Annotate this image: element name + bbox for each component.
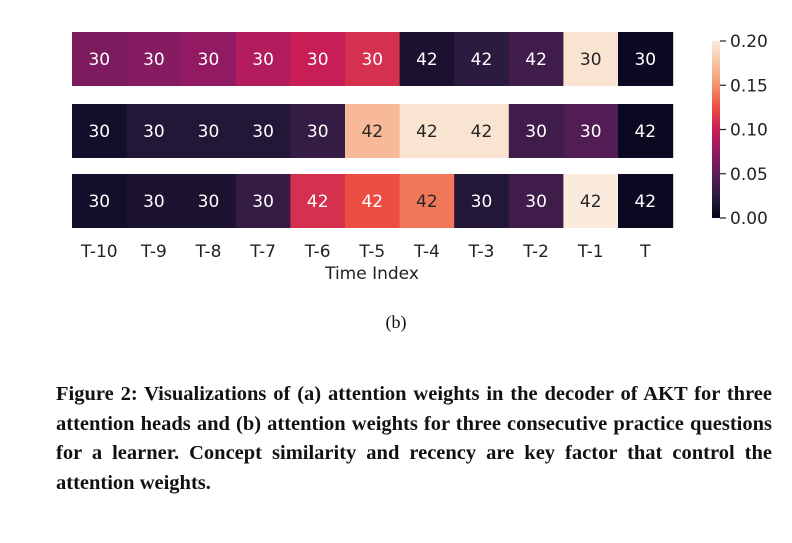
heatmap-cell [399, 104, 455, 158]
cell-annotation: 30 [252, 122, 274, 142]
cell-annotation: 30 [580, 122, 602, 142]
heatmap-cell [126, 104, 182, 158]
cell-annotation: 30 [143, 192, 165, 212]
heatmap-cell [508, 174, 564, 228]
x-tick-label: T [639, 242, 651, 262]
x-tick-label: T-2 [522, 242, 549, 262]
heatmap-row-1: 30 30 30 30 30 30 42 42 42 30 30 [72, 32, 674, 86]
heatmap-cell [508, 32, 564, 86]
heatmap-cell [126, 174, 182, 228]
x-tick-label: T-8 [195, 242, 222, 262]
cell-annotation: 30 [198, 50, 220, 70]
colorbar-gradient [712, 41, 720, 218]
heatmap-cell [290, 174, 346, 228]
x-tick-label: T-9 [140, 242, 167, 262]
figure-caption: Figure 2: Visualizations of (a) attentio… [56, 383, 772, 494]
heatmap-row-3: 30 30 30 30 42 42 42 30 30 42 42 [72, 174, 674, 228]
cell-annotation: 42 [416, 192, 438, 212]
heatmap-cell [618, 32, 674, 86]
heatmap-cell [235, 174, 291, 228]
heatmap-cell [563, 174, 619, 228]
cell-annotation: 42 [471, 50, 493, 70]
heatmap-cell [126, 32, 182, 86]
cell-annotation: 30 [471, 192, 493, 212]
heatmap-cell [454, 104, 510, 158]
cell-annotation: 30 [634, 50, 656, 70]
cell-annotation: 30 [307, 122, 329, 142]
heatmap-cell [290, 104, 346, 158]
cell-annotation: 30 [525, 122, 547, 142]
cell-annotation: 30 [252, 50, 274, 70]
cell-annotation: 42 [471, 122, 493, 142]
x-tick-label: T-3 [468, 242, 495, 262]
heatmap-cell [563, 32, 619, 86]
cell-annotation: 30 [88, 50, 110, 70]
heatmap-row-2: 30 30 30 30 30 42 42 42 30 30 42 [72, 104, 674, 158]
x-tick-label: T-7 [249, 242, 276, 262]
x-tick-label: T-10 [80, 242, 118, 262]
cell-annotation: 42 [634, 122, 656, 142]
heatmap-cell [345, 104, 401, 158]
heatmap-cell [72, 32, 128, 86]
cell-annotation: 30 [198, 192, 220, 212]
x-tick-label: T-5 [358, 242, 385, 262]
cell-annotation: 30 [143, 50, 165, 70]
colorbar-tick-label: 0.10 [730, 121, 768, 141]
heatmap-cell [399, 174, 455, 228]
subfigure-label: (b) [385, 312, 407, 332]
colorbar-tick-label: 0.00 [730, 209, 768, 229]
heatmap-cell [235, 32, 291, 86]
cell-annotation: 30 [361, 50, 383, 70]
cell-annotation: 42 [580, 192, 602, 212]
heatmap-cell [181, 104, 237, 158]
x-tick-label: T-6 [304, 242, 331, 262]
cell-annotation: 42 [416, 122, 438, 142]
colorbar-ticks: 0.00 0.05 0.10 0.15 0.20 [720, 32, 768, 229]
x-axis-ticks: T-10 T-9 T-8 T-7 T-6 T-5 T-4 T-3 T-2 T-1 T [80, 242, 651, 262]
heatmap-cell [345, 32, 401, 86]
x-tick-label: T-1 [577, 242, 604, 262]
cell-annotation: 42 [307, 192, 329, 212]
colorbar: 0.00 0.05 0.10 0.15 0.20 [712, 32, 768, 229]
colorbar-tick-label: 0.05 [730, 165, 768, 185]
cell-annotation: 30 [198, 122, 220, 142]
cell-annotation: 30 [580, 50, 602, 70]
heatmap-cell [181, 32, 237, 86]
colorbar-tick-label: 0.15 [730, 76, 768, 96]
cell-annotation: 42 [416, 50, 438, 70]
heatmap-cell [72, 104, 128, 158]
cell-annotation: 42 [634, 192, 656, 212]
cell-annotation: 42 [361, 192, 383, 212]
cell-annotation: 30 [143, 122, 165, 142]
heatmap-cell [563, 104, 619, 158]
cell-annotation: 30 [252, 192, 274, 212]
heatmap-cell [72, 174, 128, 228]
heatmap-cell [454, 174, 510, 228]
heatmap-cell [235, 104, 291, 158]
heatmap-cell [181, 174, 237, 228]
cell-annotation: 42 [525, 50, 547, 70]
heatmap-cell [454, 32, 510, 86]
x-tick-label: T-4 [413, 242, 440, 262]
heatmap-cell [508, 104, 564, 158]
cell-annotation: 30 [88, 192, 110, 212]
heatmap-cell [345, 174, 401, 228]
colorbar-tick-label: 0.20 [730, 32, 768, 52]
x-axis-label: Time Index [324, 264, 419, 284]
heatmap-cell [399, 32, 455, 86]
heatmap-cell [618, 174, 674, 228]
cell-annotation: 30 [307, 50, 329, 70]
cell-annotation: 42 [361, 122, 383, 142]
cell-annotation: 30 [525, 192, 547, 212]
heatmap-cell [618, 104, 674, 158]
cell-annotation: 30 [88, 122, 110, 142]
heatmap-cell [290, 32, 346, 86]
